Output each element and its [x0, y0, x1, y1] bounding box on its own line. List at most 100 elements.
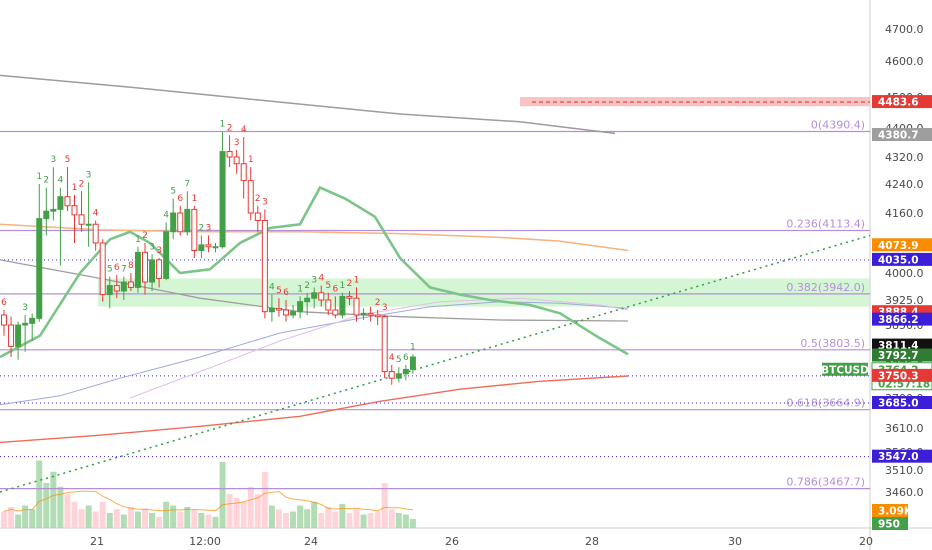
volume-bar	[283, 513, 289, 528]
price-tick-label: 4000.0	[885, 267, 924, 280]
volume-bar	[297, 505, 304, 528]
candle-body	[22, 322, 29, 326]
volume-bar	[247, 486, 254, 528]
candle-body	[381, 316, 388, 373]
volume-bar	[332, 511, 339, 528]
sequence-count: 2	[227, 123, 233, 133]
price-tag	[872, 396, 932, 409]
volume-bar	[346, 513, 353, 528]
candle-body	[395, 373, 402, 379]
candle-body	[134, 251, 141, 288]
candle-body	[71, 205, 78, 216]
price-tag-label: 3792.7	[878, 350, 919, 362]
sequence-count: 5	[325, 281, 331, 291]
volume-bar	[233, 498, 240, 528]
sequence-count: 8	[128, 261, 134, 271]
candle-body	[156, 259, 163, 279]
candle-body	[29, 317, 36, 324]
volume-bar	[50, 471, 57, 528]
volume-bar	[184, 507, 191, 528]
fib-label: 0.5(3803.5)	[800, 337, 865, 350]
time-axis[interactable]: 21 12:00 24 26 28 30 20	[90, 535, 873, 548]
sequence-count: 6	[1, 298, 7, 308]
fibonacci-levels: 0(4390.4) 0.236(4113.4) 0.382(3942.0) 0.5(3…	[0, 118, 870, 490]
candle-body	[205, 244, 212, 248]
candle-body	[212, 246, 219, 249]
volume-bar	[198, 513, 205, 528]
fib-label: 0(4390.4)	[811, 118, 865, 131]
volume-bar	[318, 513, 325, 528]
candle-body	[254, 212, 261, 221]
volume-bar	[325, 507, 332, 528]
sequence-count: 1	[410, 342, 416, 352]
candle-body	[170, 212, 177, 233]
sequence-count: 1	[220, 120, 226, 130]
sequence-count: 5	[396, 355, 402, 365]
price-tag	[872, 252, 932, 266]
volume-bar	[106, 513, 113, 528]
price-tick-label: 4160.0	[885, 207, 924, 220]
fib-label: 0.786(3467.7)	[786, 476, 865, 489]
volume-bar	[191, 510, 198, 528]
fib-label: 0.236(4113.4)	[786, 217, 865, 230]
candle-body	[8, 324, 15, 347]
time-tick-label: 12:00	[189, 535, 221, 548]
candle-body	[15, 324, 22, 347]
volume-bar	[212, 516, 219, 528]
price-tag	[872, 449, 932, 463]
fib-label: 0.618(3664.9)	[786, 397, 865, 410]
time-tick-label: 28	[585, 535, 599, 548]
price-tag	[872, 312, 932, 326]
volume-bar	[395, 513, 402, 528]
candle-body	[402, 368, 409, 375]
candle-body	[64, 196, 71, 207]
volume-bar	[254, 494, 261, 528]
volume-bar	[339, 504, 346, 528]
sequence-count: 3	[22, 303, 28, 313]
sequence-count: 2	[43, 176, 49, 186]
volume-bar	[170, 505, 177, 528]
candle-body	[36, 218, 43, 319]
candle-body	[191, 208, 198, 251]
price-tag	[872, 348, 932, 362]
candle-body	[142, 251, 148, 283]
candle-body	[367, 312, 374, 316]
candle-body	[247, 180, 254, 214]
fib-label: 0.382(3942.0)	[786, 281, 865, 294]
sequence-count: 6	[403, 353, 409, 363]
candle-body	[127, 281, 134, 288]
candle-body	[261, 220, 268, 313]
volume-bar	[374, 511, 381, 528]
ma-pink	[129, 297, 629, 399]
candle-body	[275, 307, 282, 311]
sequence-count: 5	[170, 187, 176, 197]
candle-body	[57, 196, 64, 210]
candle-body	[149, 259, 156, 283]
volume-tag	[872, 517, 908, 530]
volume-bar	[156, 516, 163, 528]
candle-body	[353, 297, 360, 316]
ma-long-gray	[0, 74, 616, 135]
volume-bar	[134, 511, 141, 528]
sequence-count: 7	[121, 265, 127, 275]
volume-bar	[367, 513, 374, 528]
sequence-count: 3	[156, 246, 162, 256]
sequence-count: 2	[79, 179, 85, 189]
volume-bar	[205, 514, 212, 528]
volume-tag	[872, 504, 908, 517]
sequence-count: 1	[36, 172, 42, 182]
volume-bar	[71, 501, 78, 528]
sequence-count: 1	[297, 284, 303, 294]
candle-body	[92, 223, 99, 244]
sequence-count: 4	[58, 176, 64, 186]
sequence-count: 6	[283, 288, 289, 298]
price-tag	[872, 368, 932, 382]
price-tag	[872, 238, 932, 252]
price-tick-label: 3510.0	[885, 464, 924, 477]
candle-body	[268, 307, 275, 313]
symbol-badge	[822, 362, 868, 376]
candle-body	[339, 295, 346, 316]
volume-bar	[64, 494, 71, 528]
volume-bar	[240, 501, 247, 528]
